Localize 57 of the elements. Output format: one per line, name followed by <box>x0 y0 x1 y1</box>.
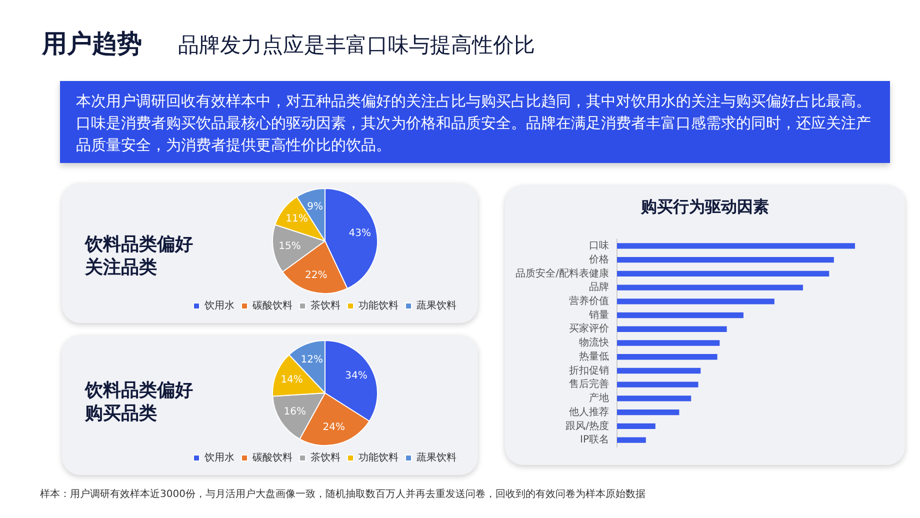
data-label: 16% <box>284 406 306 418</box>
y-tick-label: 产地 <box>589 392 609 404</box>
y-tick-label: 买家评价 <box>569 322 609 335</box>
bar <box>617 256 834 263</box>
chart-title: 购买行为驱动因素 <box>640 197 770 218</box>
legend-label: 蔬果饮料 <box>416 300 456 312</box>
data-label: 12% <box>300 354 323 366</box>
bar <box>617 410 680 416</box>
y-tick-label: 折扣促销 <box>569 364 609 376</box>
y-tick-label: 跟风/热度 <box>566 420 609 432</box>
legend-label: 茶饮料 <box>310 300 340 312</box>
bar <box>617 396 692 402</box>
bar <box>617 270 830 276</box>
text: 品牌发力点应是丰富口味与提高性价比 <box>178 32 535 59</box>
bar <box>617 284 803 290</box>
legend-label: 碳酸饮料 <box>252 452 292 464</box>
data-label: 11% <box>286 214 308 225</box>
bar <box>617 243 855 249</box>
bar <box>617 423 656 430</box>
text: 用户趋势 <box>42 28 142 60</box>
bar <box>617 368 701 374</box>
data-label: 14% <box>280 374 303 386</box>
legend-label: 饮用水 <box>204 300 234 312</box>
bar <box>617 437 646 443</box>
text: 样本：用户调研有效样本近3000份，与月活用户大盘画像一致，随机抽取数百万人并再去重发送问卷，回收到的有效问卷为样本原始数据 <box>40 488 646 501</box>
bar <box>617 298 774 304</box>
y-tick-label: 售后完善 <box>569 378 609 390</box>
text: 饮料品类偏好关注品类 <box>85 233 194 279</box>
legend-label: 功能饮料 <box>358 452 398 464</box>
bar <box>617 382 698 388</box>
data-label: 34% <box>345 370 368 382</box>
y-tick-label: 品质安全/配料表健康 <box>516 267 609 280</box>
data-label: 9% <box>307 201 323 212</box>
legend-label: 蔬果饮料 <box>416 452 456 464</box>
data-label: 43% <box>348 228 371 239</box>
y-tick-label: 价格 <box>588 253 609 266</box>
y-tick-label: 热量低 <box>579 351 609 362</box>
bar <box>617 312 744 318</box>
y-tick-label: IP联名 <box>580 434 609 446</box>
legend-label: 碳酸饮料 <box>252 300 292 312</box>
legend-label: 茶饮料 <box>310 452 340 464</box>
bar <box>617 340 720 346</box>
bar <box>617 354 718 360</box>
data-label: 24% <box>322 422 345 434</box>
bar <box>617 326 727 332</box>
legend-label: 功能饮料 <box>358 300 398 312</box>
data-label: 15% <box>278 241 301 252</box>
text: 本次用户调研回收有效样本中，对五种品类偏好的关注占比与购买占比趋同，其中对饮用水的关注与购买偏好占比最高。口味是消费者购买饮品最核心的驱动因素，其次为价格和品质安全。品牌在满足消费者丰富口感需求的同时，还应关注产品质量安全，为消费者提供更高性价比的饮品。 <box>60 81 890 163</box>
y-tick-label: 营养价值 <box>569 294 609 307</box>
text: 饮料品类偏好购买品类 <box>85 379 194 425</box>
legend-label: 饮用水 <box>204 452 234 464</box>
y-tick-label: 口味 <box>589 240 609 252</box>
y-tick-label: 销量 <box>588 310 609 321</box>
data-label: 22% <box>305 270 328 282</box>
y-tick-label: 物流快 <box>579 336 609 349</box>
y-tick-label: 他人推荐 <box>569 406 609 418</box>
y-tick-label: 品牌 <box>589 281 609 294</box>
